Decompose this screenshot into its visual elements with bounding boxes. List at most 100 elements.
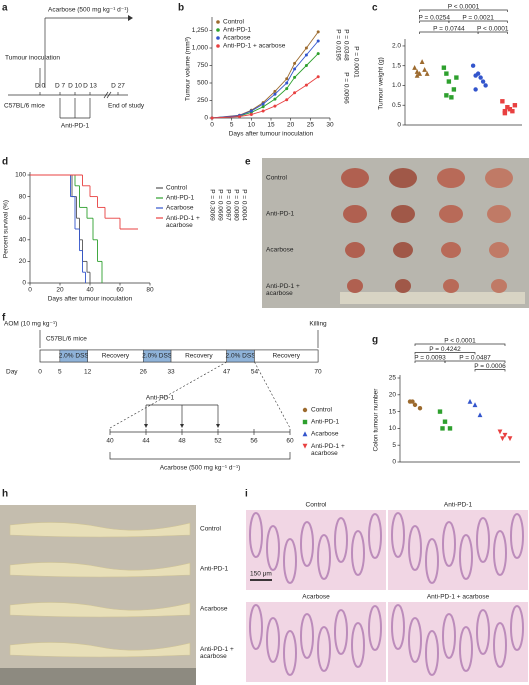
bracket [414,343,506,346]
point [440,426,445,431]
y-tick-label: 0 [204,115,208,122]
point [412,402,418,408]
point [285,98,289,102]
y-tick-label: 10 [389,425,397,432]
panel-letter: i [245,489,248,500]
point [449,95,454,100]
annotation: P = 0.0254 [418,15,450,22]
legend-marker [302,443,308,449]
point [505,105,510,110]
annotation: P = 0.0487 [459,355,491,362]
point [470,63,476,68]
crypt [493,622,507,668]
panel-letter: g [372,335,378,346]
zoom-day-label: 52 [214,438,222,445]
day-label: D 13 [83,83,97,90]
x-tick-label: 0 [28,287,32,294]
day-label: Day [6,369,18,376]
point [417,70,423,76]
y-tick-label: 40 [19,237,27,244]
arrowhead [216,424,220,428]
point [238,115,242,119]
panel-letter: d [2,157,8,168]
crypt [266,525,280,571]
bracket [414,352,476,355]
annotation: P = 0.0006 [474,363,506,370]
annotation: P = 0.0096 [342,72,349,104]
day-label: 54 [251,369,259,376]
point [441,65,447,70]
point [414,69,420,74]
legend-marker [302,407,308,413]
tumour [391,205,415,223]
crypt [317,626,331,672]
crypt [300,521,314,567]
point [442,419,448,424]
zoom-day-label: 40 [106,438,114,445]
bracket [419,9,508,12]
day-label: 33 [167,369,175,376]
crypt [459,626,473,672]
day-label: D 27 [111,83,125,90]
crypt [334,517,348,563]
panel-letter: h [2,489,8,500]
point [412,65,418,70]
point [446,79,452,84]
series-line [211,76,319,119]
point [261,105,265,109]
annotation: P = 0.0080 [232,189,239,221]
crypt [476,517,490,563]
drug-label: Acarbose (500 mg kg⁻¹ d⁻¹) [48,7,129,14]
point [249,113,253,116]
point [304,64,308,67]
tumour [345,242,365,258]
y-tick-label: 250 [197,97,208,104]
point [477,412,483,418]
micrograph [246,510,386,590]
y-tick-label: 1.0 [392,82,401,89]
y-tick-label: 1,000 [192,45,209,52]
bracket [477,31,508,34]
point [417,406,423,411]
point [502,108,508,114]
crypt [408,525,422,571]
x-tick-label: 40 [86,287,94,294]
bracket [444,360,506,363]
series-line [211,40,319,119]
panel-title: Control [306,502,328,509]
row-label: Anti-PD-1 + acarbose [266,283,300,297]
crypt [283,630,297,676]
bracket [448,20,508,23]
panel-title: Anti-PD-1 + acarbose [427,594,490,601]
y-axis-label: Tumour weight (g) [378,57,385,110]
crypt [391,512,405,558]
annotation: P = 0.3069 [208,189,215,221]
x-tick-label: 20 [287,122,295,129]
panel-letter: b [178,3,184,14]
point [507,106,513,112]
tumour [491,279,507,293]
point [273,104,277,108]
annotation: P = 0.0348 [342,29,349,61]
point [293,75,297,79]
colon [9,602,191,618]
y-tick-label: 1.5 [392,62,401,69]
y-axis-label: Colon tumour number [373,388,380,452]
point [316,30,320,34]
legend-label: Control [166,185,188,192]
legend-label: Control [311,407,333,414]
scale-label: 150 μm [250,571,272,578]
annotation: P = 0.0001 [352,46,359,78]
tumour [485,168,513,188]
point [273,92,277,96]
crypt [368,605,382,651]
point [473,73,478,78]
point [210,116,214,120]
row-label: Anti-PD-1 + acarbose [200,646,234,660]
row-label: Anti-PD-1 [200,566,229,573]
tumour [347,279,363,293]
arrowhead [144,424,148,428]
point [478,75,483,80]
point [273,89,277,93]
y-tick-label: 15 [389,408,397,415]
